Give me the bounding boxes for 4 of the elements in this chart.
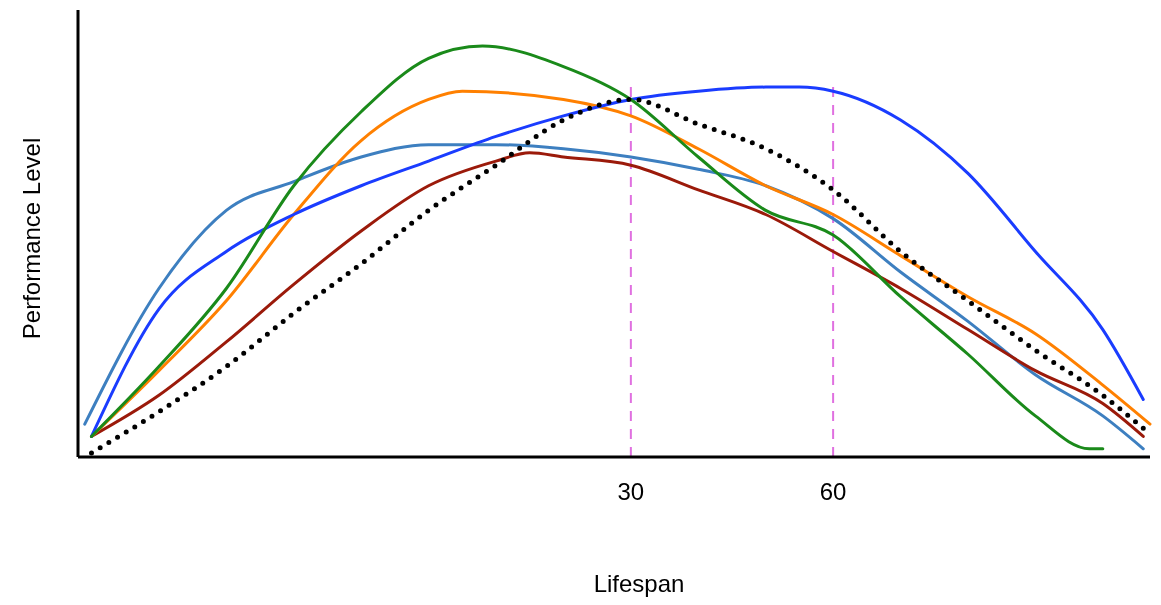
- x-tick-label: 60: [819, 478, 847, 505]
- y-axis-title: Performance Level: [18, 137, 45, 340]
- x-tick-label: 30: [617, 478, 645, 505]
- x-axis-title: Lifespan: [593, 570, 685, 597]
